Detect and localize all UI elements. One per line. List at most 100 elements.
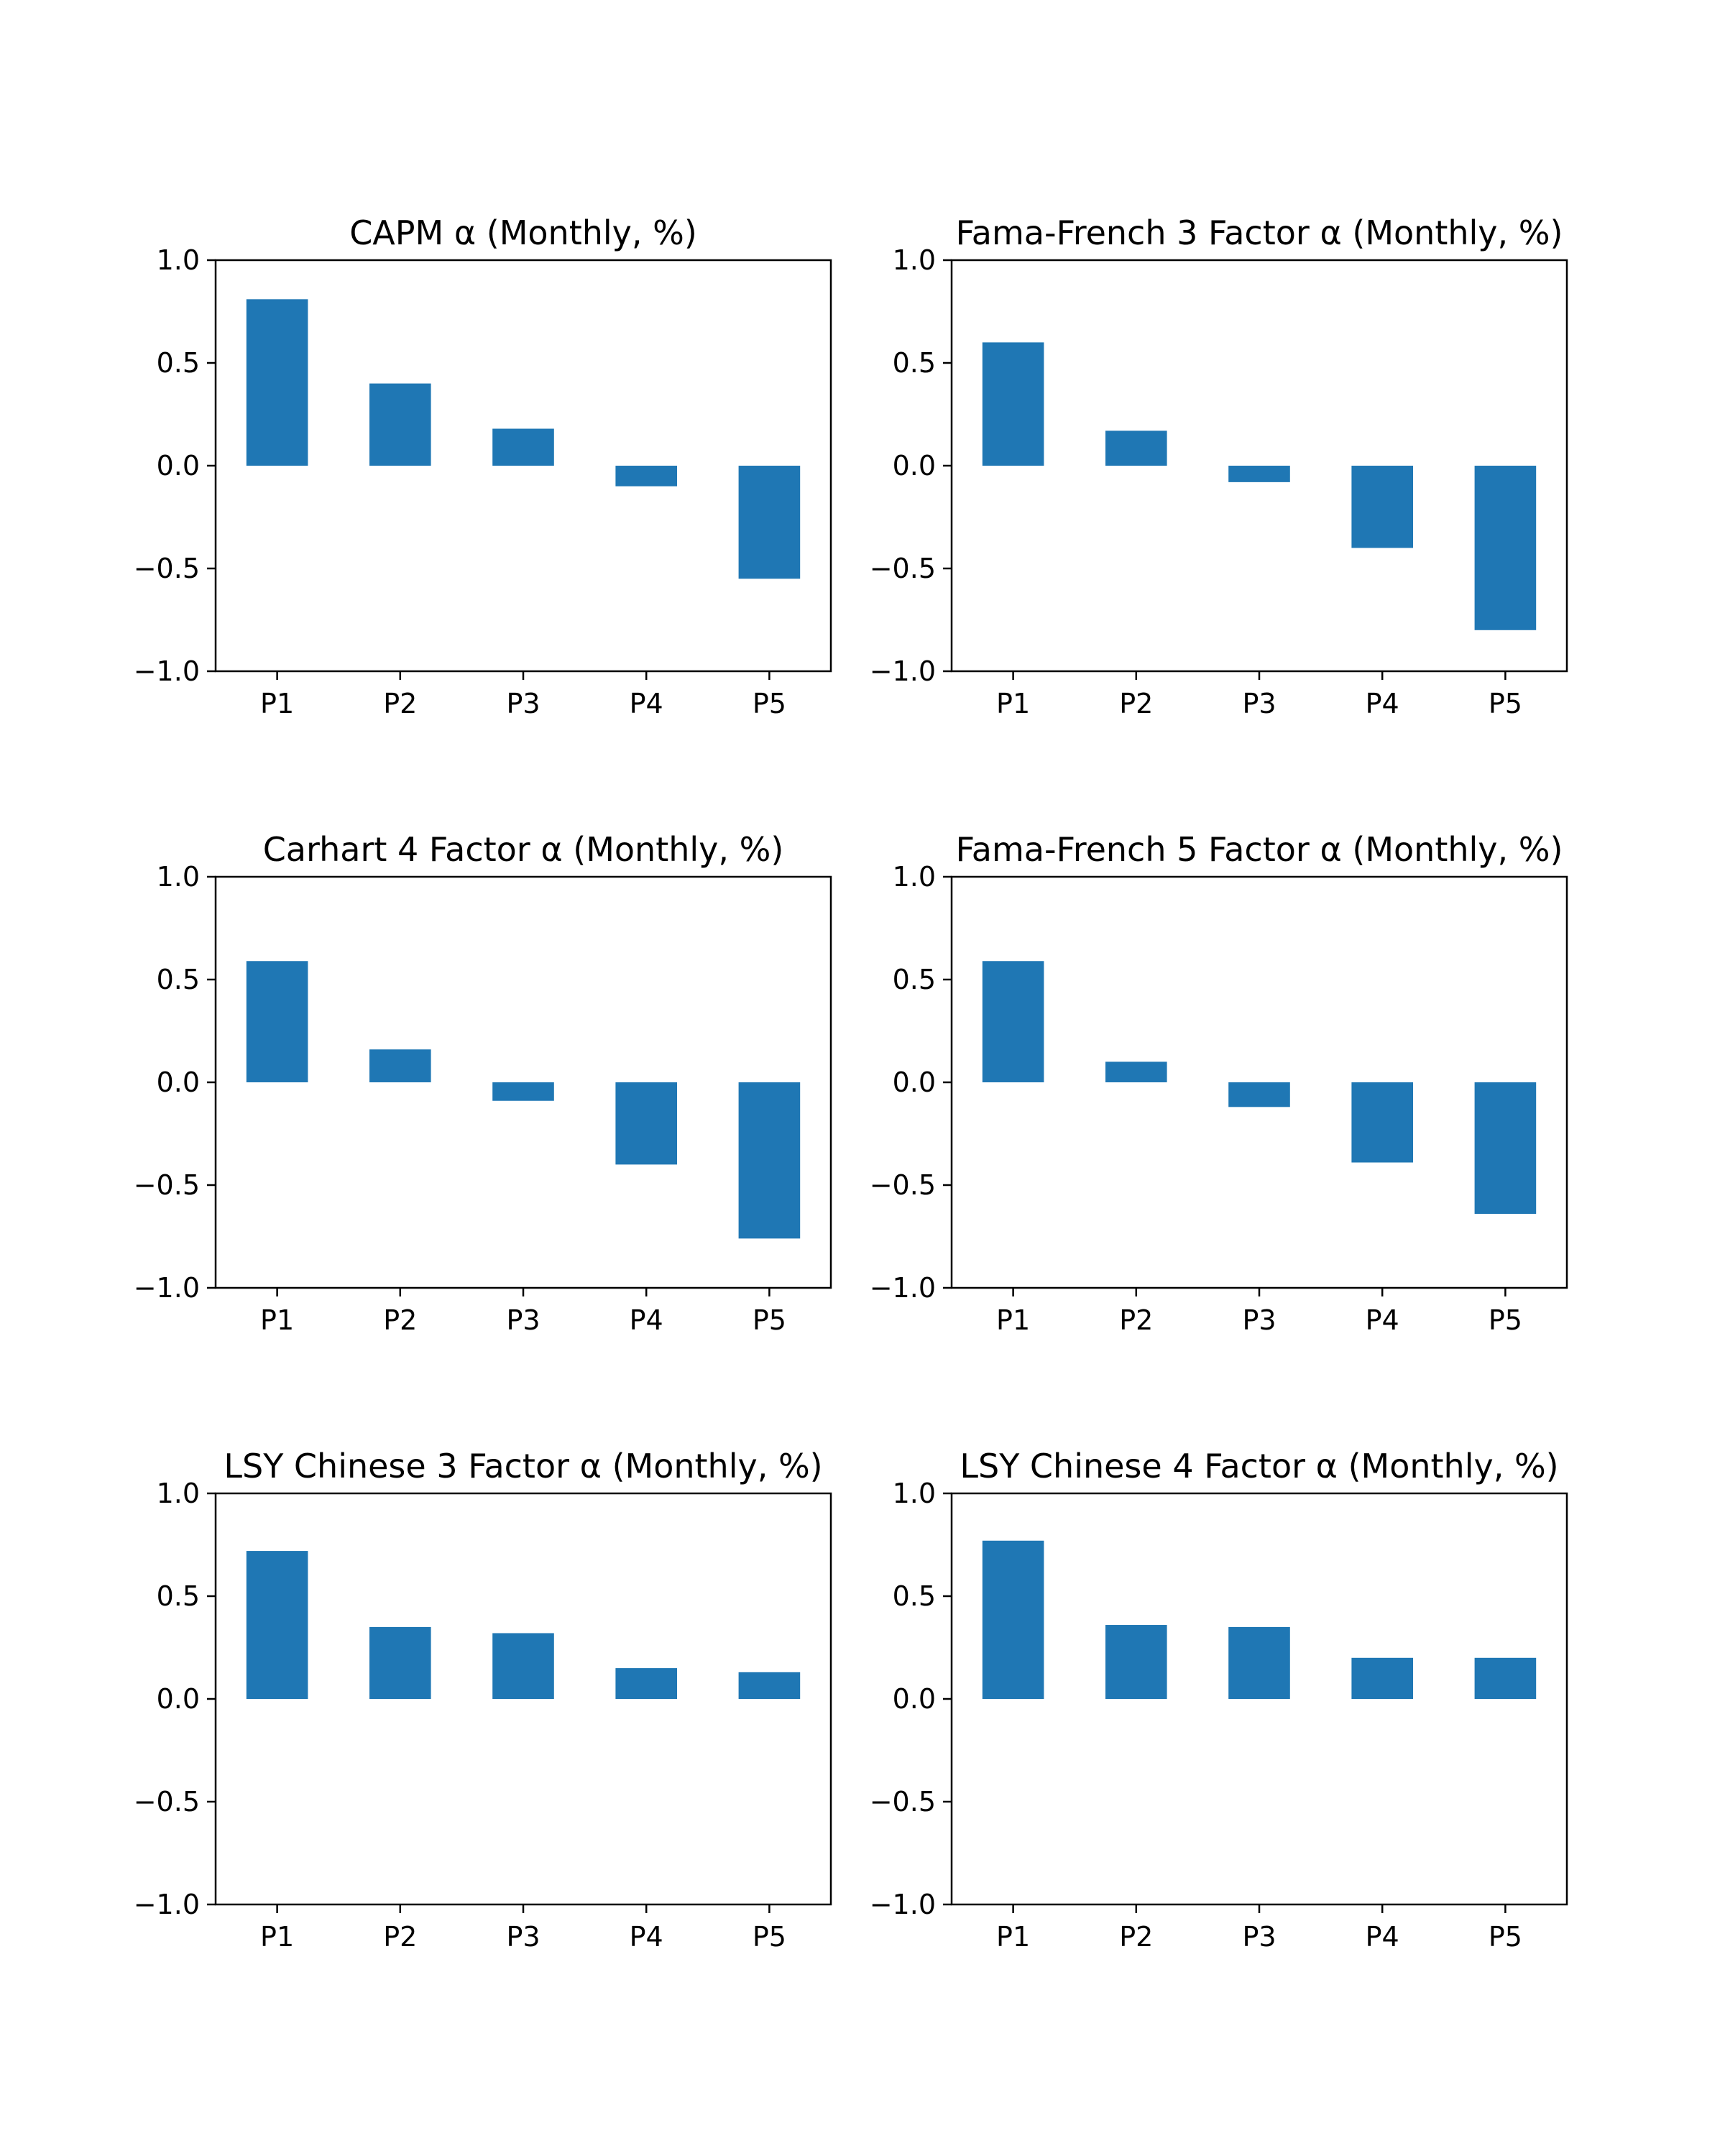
x-tick-label: P2 <box>383 1921 417 1953</box>
bar-p2 <box>1105 1061 1167 1082</box>
x-tick-label: P4 <box>1366 1921 1399 1953</box>
bar-p4 <box>615 466 677 487</box>
bar-p5 <box>738 466 801 579</box>
y-tick-label: 1.0 <box>157 244 200 276</box>
x-tick-label: P2 <box>1119 688 1153 719</box>
panel-title: LSY Chinese 4 Factor α (Monthly, %) <box>960 1447 1558 1485</box>
bar-p4 <box>1351 1082 1413 1163</box>
x-tick-label: P4 <box>630 1304 663 1336</box>
x-tick-label: P5 <box>753 1304 786 1336</box>
y-tick-label: −1.0 <box>134 1889 200 1920</box>
x-tick-label: P5 <box>1489 1921 1522 1953</box>
y-tick-label: 0.0 <box>893 1683 936 1715</box>
x-tick-label: P1 <box>260 1304 294 1336</box>
y-tick-label: −0.5 <box>134 1169 200 1201</box>
y-tick-label: 1.0 <box>157 861 200 893</box>
x-tick-label: P3 <box>1242 688 1276 719</box>
chart-panel-4: Fama-French 5 Factor α (Monthly, %) −1.0 −… <box>870 830 1568 1336</box>
bar-p4 <box>1351 1657 1413 1699</box>
y-tick-label: 0.5 <box>157 964 200 995</box>
bar-p4 <box>1351 466 1413 548</box>
y-tick-label: 0.0 <box>893 1067 936 1098</box>
y-tick-label: 1.0 <box>893 244 936 276</box>
x-tick-label: P2 <box>383 688 417 719</box>
bar-p2 <box>369 1626 431 1699</box>
x-tick-label: P1 <box>996 1921 1030 1953</box>
x-tick-label: P1 <box>260 1921 294 1953</box>
bar-p5 <box>1474 1082 1537 1215</box>
y-tick-label: 0.5 <box>893 1580 936 1612</box>
bar-p5 <box>738 1082 801 1239</box>
bar-p1 <box>982 1540 1044 1699</box>
x-tick-label: P3 <box>506 688 540 719</box>
bar-p1 <box>982 342 1044 466</box>
chart-panel-6: LSY Chinese 4 Factor α (Monthly, %) −1.0 −… <box>870 1447 1568 1953</box>
y-tick-label: 0.5 <box>893 964 936 995</box>
bar-p5 <box>1474 466 1537 630</box>
chart-panel-3: Carhart 4 Factor α (Monthly, %) −1.0 −0.5 0… <box>134 830 832 1336</box>
bar-p3 <box>492 428 554 466</box>
x-tick-label: P4 <box>630 688 663 719</box>
x-tick-label: P2 <box>1119 1921 1153 1953</box>
x-tick-label: P3 <box>506 1304 540 1336</box>
y-tick-label: −1.0 <box>870 1272 936 1304</box>
panel-title: LSY Chinese 3 Factor α (Monthly, %) <box>224 1447 822 1485</box>
x-tick-label: P4 <box>1366 688 1399 719</box>
x-tick-label: P5 <box>1489 688 1522 719</box>
x-tick-label: P5 <box>1489 1304 1522 1336</box>
x-tick-label: P1 <box>996 688 1030 719</box>
chart-panel-5: LSY Chinese 3 Factor α (Monthly, %) −1.0 −… <box>134 1447 832 1953</box>
bar-p3 <box>1228 1626 1290 1699</box>
x-tick-label: P5 <box>753 688 786 719</box>
bar-p1 <box>982 961 1044 1082</box>
y-tick-label: 1.0 <box>893 861 936 893</box>
x-tick-label: P3 <box>1242 1921 1276 1953</box>
y-tick-label: −0.5 <box>134 553 200 584</box>
x-tick-label: P1 <box>996 1304 1030 1336</box>
y-tick-label: −0.5 <box>870 1786 936 1818</box>
y-tick-label: 1.0 <box>157 1478 200 1509</box>
y-tick-label: 0.5 <box>893 347 936 379</box>
bar-p3 <box>492 1082 554 1101</box>
y-tick-label: −1.0 <box>134 1272 200 1304</box>
bar-p4 <box>615 1668 677 1699</box>
y-tick-label: 0.0 <box>893 450 936 482</box>
y-tick-label: −1.0 <box>870 655 936 687</box>
bar-p5 <box>1474 1657 1537 1699</box>
y-tick-label: 0.0 <box>157 450 200 482</box>
bar-p2 <box>1105 1625 1167 1699</box>
x-tick-label: P4 <box>1366 1304 1399 1336</box>
y-tick-label: 0.0 <box>157 1067 200 1098</box>
bar-p2 <box>1105 430 1167 466</box>
bar-p5 <box>738 1672 801 1699</box>
chart-panel-2: Fama-French 3 Factor α (Monthly, %) −1.0 −… <box>870 213 1568 719</box>
panel-title: Fama-French 3 Factor α (Monthly, %) <box>956 213 1563 252</box>
y-tick-label: −1.0 <box>870 1889 936 1920</box>
x-tick-label: P5 <box>753 1921 786 1953</box>
bar-p2 <box>369 1049 431 1082</box>
y-tick-label: 0.0 <box>157 1683 200 1715</box>
y-tick-label: −0.5 <box>870 1169 936 1201</box>
bar-p1 <box>246 299 308 466</box>
panel-title: CAPM α (Monthly, %) <box>349 213 697 252</box>
x-tick-label: P2 <box>383 1304 417 1336</box>
x-tick-label: P3 <box>506 1921 540 1953</box>
bar-p3 <box>492 1633 554 1699</box>
x-tick-label: P1 <box>260 688 294 719</box>
y-tick-label: −0.5 <box>870 553 936 584</box>
panel-title: Fama-French 5 Factor α (Monthly, %) <box>956 830 1563 869</box>
x-tick-label: P2 <box>1119 1304 1153 1336</box>
y-tick-label: 0.5 <box>157 347 200 379</box>
y-tick-label: −1.0 <box>134 655 200 687</box>
y-tick-label: −0.5 <box>134 1786 200 1818</box>
x-tick-label: P3 <box>1242 1304 1276 1336</box>
chart-panel-1: CAPM α (Monthly, %) −1.0 −0.5 0.0 0.5 1.0 P1 P2… <box>134 213 832 719</box>
bar-p1 <box>246 1551 308 1699</box>
bar-p3 <box>1228 1082 1290 1107</box>
panel-title: Carhart 4 Factor α (Monthly, %) <box>263 830 784 869</box>
bar-p3 <box>1228 466 1290 482</box>
bar-p4 <box>615 1082 677 1165</box>
y-tick-label: 1.0 <box>893 1478 936 1509</box>
x-tick-label: P4 <box>630 1921 663 1953</box>
